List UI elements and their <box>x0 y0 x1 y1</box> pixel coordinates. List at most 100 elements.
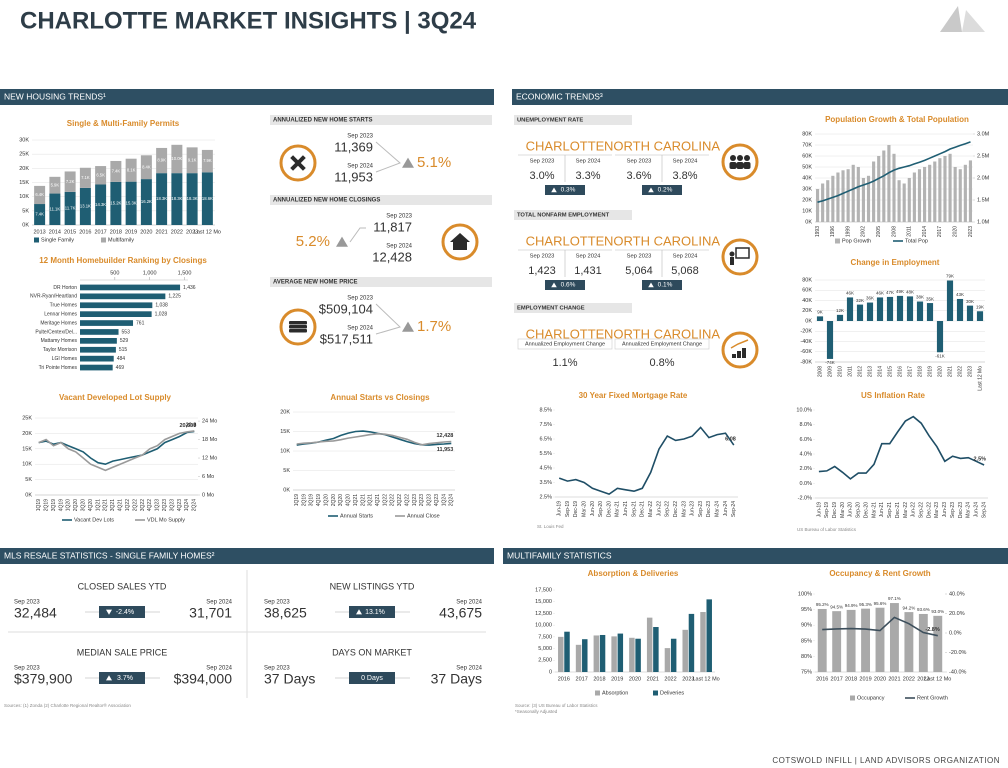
bracket <box>349 227 366 243</box>
y-tick-label: 80K <box>802 131 812 137</box>
x-tick-label: 2Q22 <box>390 494 396 506</box>
bar-segment <box>34 185 46 205</box>
title-bar <box>270 115 492 125</box>
bar <box>700 612 706 672</box>
value-label: 529 <box>120 338 129 344</box>
x-tick-label: Dec-22 <box>673 501 679 517</box>
panel-title: MEDIAN SALE PRICE <box>77 647 168 657</box>
bar <box>866 175 871 222</box>
x-tick-label: 2015 <box>64 229 76 235</box>
legend-swatch <box>101 237 106 243</box>
bar-segment <box>125 158 137 182</box>
value-label: 11.7K <box>65 206 76 211</box>
bar-segment <box>156 173 168 225</box>
x-tick-label: 4Q23 <box>434 494 440 506</box>
y2-tick-label: 40.0% <box>949 591 965 597</box>
y-tick-label: 5.5% <box>539 451 552 457</box>
bar <box>653 627 659 672</box>
x-tick-label: 2Q21 <box>103 499 109 511</box>
bar <box>933 615 943 672</box>
period-label: Sep 2024 <box>206 600 232 606</box>
value-label: 553 <box>122 329 131 335</box>
y-tick-label: 5K <box>283 468 290 474</box>
y-tick-label: 12,500 <box>535 611 552 617</box>
bar <box>80 364 113 371</box>
bar <box>861 178 865 222</box>
panel-title: NEW LISTINGS YTD <box>330 581 415 591</box>
bar <box>861 608 871 672</box>
legend-label: Rent Growth <box>917 695 948 701</box>
x-tick-label: Sep-24 <box>731 501 737 517</box>
x-tick-label: 2010 <box>837 366 843 377</box>
y-tick-label: 8.5% <box>539 407 552 413</box>
bar <box>904 612 914 672</box>
y-tick-label: 5,000 <box>538 646 552 652</box>
value-label: 38K <box>916 295 924 300</box>
x-tick-label: Jun-24 <box>723 501 729 517</box>
x-tick-label: 2011 <box>907 226 913 237</box>
bar-segment <box>140 179 152 225</box>
value-label: 7.2K <box>66 179 75 184</box>
bar <box>821 183 825 222</box>
x-tick-label: Sep-21 <box>887 502 893 518</box>
x-tick-label: 1Q19 <box>36 499 42 511</box>
bar <box>877 156 881 222</box>
x-tick-label: 500 <box>110 270 119 276</box>
x-tick-label: Mar-24 <box>715 501 721 517</box>
x-tick-label: Last 12 Mo <box>977 366 983 391</box>
x-tick-label: 2011 <box>847 366 853 377</box>
x-tick-label: Sep-20 <box>598 501 604 517</box>
value-label: 93.0% <box>931 609 944 614</box>
x-tick-label: 2021 <box>947 366 953 377</box>
x-tick-label: Sep-23 <box>950 502 956 518</box>
y-tick-label: -2.0% <box>798 495 812 501</box>
bar-segment <box>201 149 213 173</box>
y-tick-label: 5K <box>25 477 32 483</box>
metric-value: 3.8% <box>672 170 697 182</box>
x-tick-label: Mar-21 <box>615 501 621 517</box>
region-name: CHARLOTTE <box>526 138 605 153</box>
panel-title: EMPLOYMENT CHANGE <box>517 306 585 312</box>
x-tick-label: 2014 <box>922 226 928 237</box>
bar <box>882 150 886 222</box>
legend-label: Deliveries <box>660 690 684 696</box>
y-tick-label: 25K <box>22 415 32 421</box>
y-tick-label: 15K <box>280 429 290 435</box>
change-pill <box>642 280 682 290</box>
bar <box>866 302 874 321</box>
value-label: -74K <box>825 360 835 365</box>
x-tick-label: 2021 <box>888 676 900 682</box>
bar <box>575 644 582 672</box>
x-tick-label: 3Q19 <box>51 499 57 511</box>
y-tick-label: 0K <box>805 318 812 324</box>
x-tick-label: 1999 <box>845 226 851 237</box>
x-tick-label: 2022 <box>957 366 963 377</box>
label-box <box>614 338 710 350</box>
x-tick-label: Dec-23 <box>958 502 964 518</box>
icon <box>736 162 744 169</box>
bar <box>593 635 600 672</box>
section-title: NEW HOUSING TRENDS¹ <box>4 91 106 101</box>
chart-title: 12 Month Homebuilder Ranking by Closings <box>39 256 207 265</box>
bar <box>817 608 827 672</box>
x-tick-label: Jun-23 <box>942 502 948 518</box>
arrow-icon <box>648 187 654 193</box>
bar <box>872 161 876 222</box>
y-tick-label: 0K <box>283 487 290 493</box>
change-value: 5.2% <box>296 233 330 250</box>
icon <box>742 348 746 358</box>
x-tick-label: 2023 <box>967 366 973 377</box>
bar <box>906 296 914 321</box>
bar <box>897 180 901 222</box>
bar <box>826 180 830 222</box>
x-tick-label: Jun-21 <box>623 501 629 517</box>
x-tick-label: 2013 <box>34 229 46 235</box>
y-tick-label: 70K <box>802 142 812 148</box>
bar <box>836 172 840 222</box>
x-tick-label: 2020 <box>952 226 958 237</box>
x-tick-label: 4Q20 <box>346 494 352 506</box>
y-tick-label: 20K <box>280 409 290 415</box>
chart-title: Single & Multi-Family Permits <box>67 119 180 128</box>
value-label: 7.9K <box>203 158 212 163</box>
